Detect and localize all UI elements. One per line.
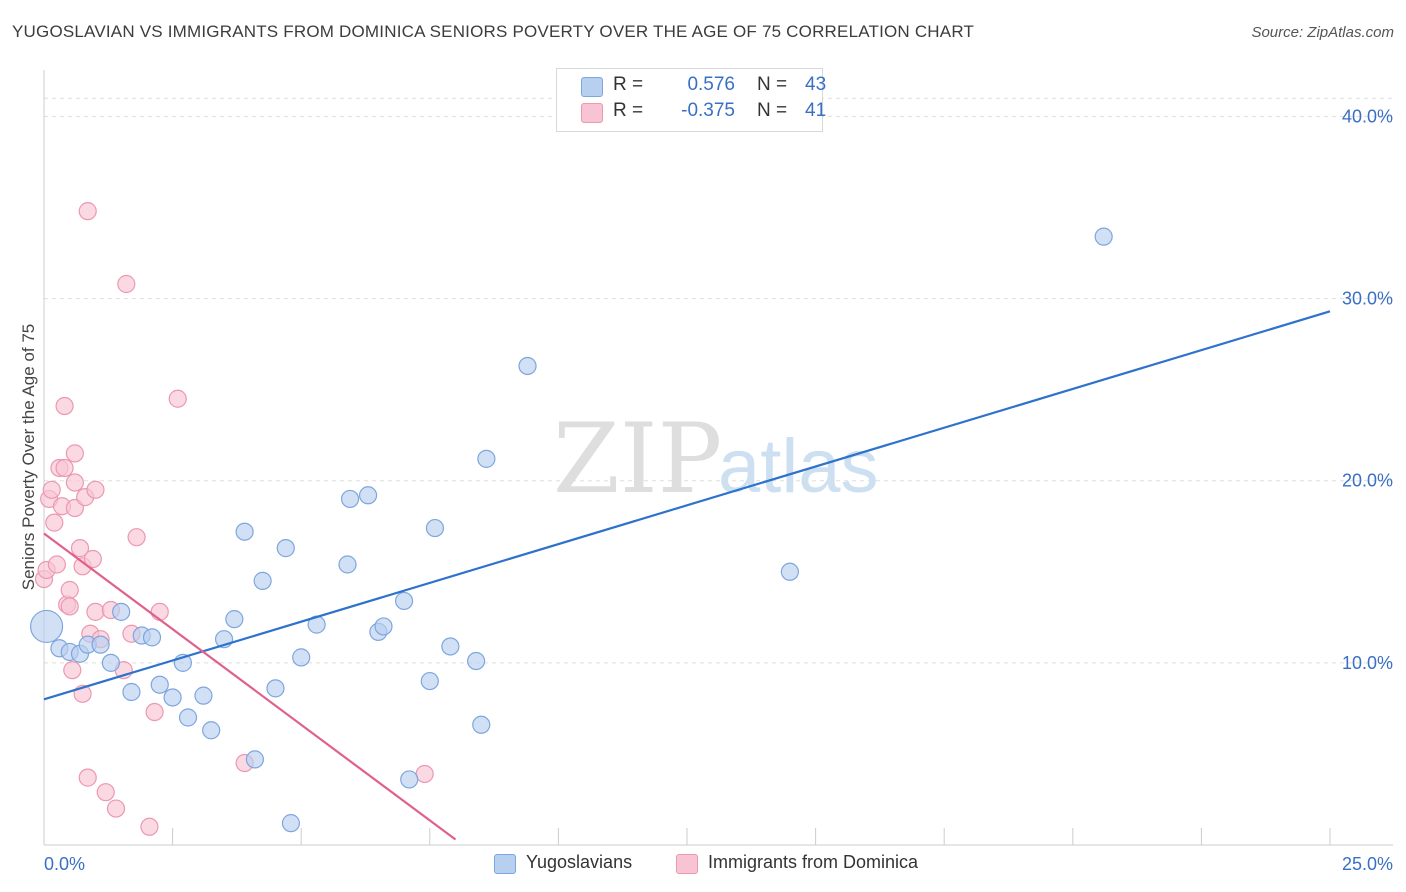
trendline-dominica <box>43 532 457 841</box>
point-yugoslavians <box>276 539 295 558</box>
axes <box>43 70 1393 846</box>
point-dominica <box>60 580 79 600</box>
point-dominica <box>55 458 74 478</box>
point-dominica <box>60 597 79 616</box>
y-axis-label: Seniors Poverty Over the Age of 75 <box>19 324 38 590</box>
point-yugoslavians <box>292 648 311 667</box>
legend-r-label: R = <box>613 74 644 95</box>
point-yugoslavians <box>394 591 414 611</box>
y-tick-label: 20.0% <box>1342 471 1393 491</box>
point-yugoslavians <box>202 721 221 740</box>
watermark: ZIP atlas <box>553 403 879 515</box>
point-dominica <box>106 799 126 818</box>
point-yugoslavians <box>358 486 378 505</box>
stats-legend: R = 0.576 N = 43 R = -0.375 N = 41 <box>556 68 826 132</box>
point-yugoslavians <box>340 489 360 509</box>
point-yugoslavians <box>142 628 162 647</box>
bottom-legend-label: Yugoslavians <box>526 852 633 872</box>
x-tick-label: 0.0% <box>44 854 85 874</box>
point-yugoslavians <box>441 637 460 656</box>
watermark-atlas: atlas <box>718 424 879 509</box>
point-yugoslavians <box>374 617 393 636</box>
point-yugoslavians <box>91 635 110 654</box>
series-yugoslavians-points <box>29 227 1113 833</box>
point-yugoslavians <box>281 814 301 833</box>
point-yugoslavians <box>122 682 141 702</box>
point-yugoslavians <box>163 688 182 707</box>
point-dominica <box>65 473 84 492</box>
point-dominica <box>140 817 159 836</box>
point-yugoslavians <box>477 449 496 468</box>
point-dominica <box>96 783 115 802</box>
x-tick-label: 25.0% <box>1342 854 1393 874</box>
point-dominica <box>83 549 102 569</box>
point-dominica <box>168 389 187 408</box>
bottom-legend-swatch-dominica <box>676 854 698 874</box>
y-tick-label: 10.0% <box>1342 653 1393 673</box>
point-dominica <box>86 602 105 621</box>
point-yugoslavians <box>472 715 491 734</box>
point-yugoslavians <box>253 571 272 590</box>
point-dominica <box>117 274 136 294</box>
point-yugoslavians <box>225 610 244 629</box>
point-yugoslavians <box>101 653 120 672</box>
point-dominica <box>47 555 66 574</box>
point-yugoslavians <box>29 609 64 644</box>
legend-r-value: -0.375 <box>681 100 735 121</box>
point-yugoslavians <box>178 708 198 727</box>
legend-n-value: 41 <box>805 100 827 121</box>
point-yugoslavians <box>425 518 445 538</box>
x-tick-labels: 0.0% 25.0% <box>44 854 1393 874</box>
trend-lines <box>43 310 1331 841</box>
bottom-legend-swatch-yugoslavians <box>494 854 516 874</box>
source-label: Source: ZipAtlas.com <box>1251 24 1394 41</box>
point-dominica <box>63 661 82 680</box>
point-dominica <box>150 602 169 621</box>
watermark-zip: ZIP <box>553 403 722 515</box>
series-dominica-points <box>34 202 434 836</box>
point-yugoslavians <box>245 750 265 769</box>
y-tick-labels: 10.0% 20.0% 30.0% 40.0% <box>1342 106 1393 672</box>
point-dominica <box>415 764 434 784</box>
point-yugoslavians <box>518 356 537 376</box>
point-yugoslavians <box>466 651 486 671</box>
legend-r-value: 0.576 <box>687 74 735 95</box>
point-yugoslavians <box>194 686 213 705</box>
legend-swatch-dominica <box>581 103 603 123</box>
point-yugoslavians <box>1094 227 1113 246</box>
point-dominica <box>42 480 61 499</box>
point-dominica <box>145 702 164 722</box>
point-dominica <box>78 202 97 221</box>
point-dominica <box>55 396 74 416</box>
point-dominica <box>70 539 90 558</box>
point-yugoslavians <box>266 679 285 698</box>
legend-swatch-yugoslavians <box>581 77 603 97</box>
legend-n-label: N = <box>757 100 788 121</box>
y-tick-label: 30.0% <box>1342 289 1393 309</box>
point-yugoslavians <box>112 602 131 621</box>
point-yugoslavians <box>780 562 799 581</box>
legend-n-value: 43 <box>805 74 827 95</box>
point-yugoslavians <box>235 522 254 541</box>
point-dominica <box>86 480 105 499</box>
legend-r-label: R = <box>613 100 644 121</box>
point-yugoslavians <box>420 671 439 691</box>
chart-title: YUGOSLAVIAN VS IMMIGRANTS FROM DOMINICA … <box>12 22 975 41</box>
point-dominica <box>45 513 64 532</box>
point-yugoslavians <box>338 555 357 574</box>
grid-lines <box>44 97 1393 664</box>
x-ticks <box>172 828 1331 845</box>
point-yugoslavians <box>150 675 169 694</box>
point-yugoslavians <box>400 770 419 789</box>
y-tick-label: 40.0% <box>1342 106 1393 126</box>
point-dominica <box>127 528 146 547</box>
trendline-yugoslavians <box>43 310 1331 701</box>
legend-n-label: N = <box>757 74 788 95</box>
point-dominica <box>65 444 84 463</box>
point-dominica <box>78 768 97 787</box>
bottom-legend-label: Immigrants from Dominica <box>708 852 919 872</box>
